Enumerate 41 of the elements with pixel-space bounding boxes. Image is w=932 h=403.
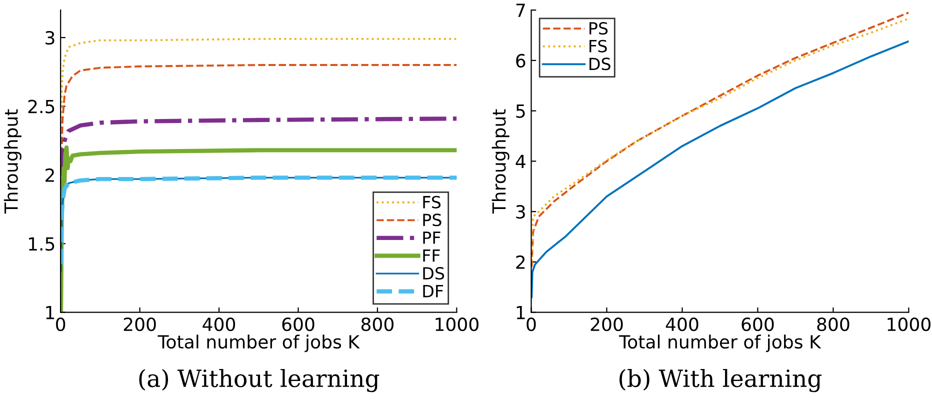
legend-label: PF bbox=[423, 232, 440, 244]
legend-label: PS bbox=[423, 214, 442, 226]
line-series bbox=[531, 40, 909, 298]
x-tick-label: 600 bbox=[282, 318, 314, 332]
x-tick-label: 1000 bbox=[888, 318, 930, 332]
x-tick-label: 0 bbox=[526, 318, 536, 332]
x-tick-label: 200 bbox=[124, 318, 156, 332]
y-tick-label: 1 bbox=[516, 306, 525, 320]
y-tick-label: 1 bbox=[46, 306, 54, 320]
x-axis-title: Total number of jobs K bbox=[158, 334, 360, 352]
y-axis-title: Throughput bbox=[4, 109, 22, 214]
legend-label: FS bbox=[423, 196, 441, 208]
x-tick-label: 400 bbox=[666, 318, 698, 332]
x-tick-label: 200 bbox=[590, 318, 623, 332]
legend-label: PS bbox=[590, 22, 608, 35]
text: (b) With learning bbox=[620, 368, 822, 392]
x-tick-label: 800 bbox=[361, 318, 394, 332]
legend-label: DS bbox=[590, 58, 610, 70]
line-series bbox=[60, 116, 457, 178]
legend-label: DS bbox=[423, 267, 444, 280]
x-tick-label: 400 bbox=[202, 318, 236, 332]
y-tick-label: 1.5 bbox=[28, 237, 54, 251]
x-tick-label: 0 bbox=[56, 318, 66, 332]
y-tick-label: 5 bbox=[516, 104, 525, 118]
y-tick-label: 4 bbox=[516, 154, 526, 168]
y-tick-label: 3 bbox=[46, 31, 54, 45]
text: (a) Without learning bbox=[139, 368, 380, 392]
x-axis-title: Total number of jobs K bbox=[619, 334, 822, 352]
y-tick-label: 2 bbox=[46, 168, 54, 182]
legend-label: DF bbox=[423, 285, 444, 298]
legend-label: FS bbox=[590, 40, 607, 52]
x-tick-label: 800 bbox=[817, 318, 850, 332]
x-tick-label: 600 bbox=[742, 318, 774, 332]
y-tick-label: 2 bbox=[516, 255, 525, 269]
x-tick-label: 1000 bbox=[436, 318, 478, 332]
y-tick-label: 2.5 bbox=[28, 100, 54, 114]
y-axis-title: Throughput bbox=[492, 109, 510, 214]
y-tick-label: 7 bbox=[516, 4, 525, 17]
legend-label: FF bbox=[423, 249, 440, 262]
y-tick-label: 3 bbox=[516, 205, 525, 219]
y-tick-label: 6 bbox=[516, 54, 526, 68]
